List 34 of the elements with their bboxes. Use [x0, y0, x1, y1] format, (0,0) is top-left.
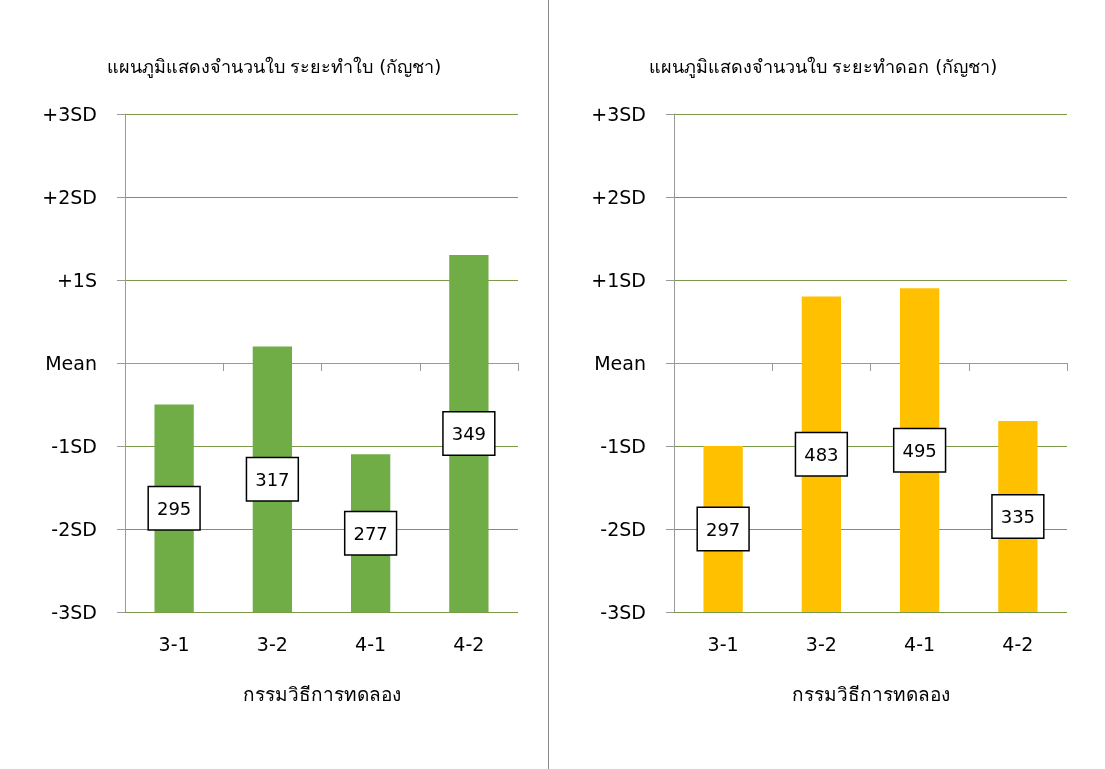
x-axis-title: กรรมวิธีการทดลอง: [791, 682, 950, 705]
chart-title: แผนภูมิแสดงจำนวนใบ ระยะทำใบ (กัญชา): [106, 55, 442, 78]
x-tick-label: 3-1: [158, 632, 190, 655]
y-tick-label: -2SD: [51, 518, 97, 540]
y-tick-label: +3SD: [591, 103, 646, 125]
annotation: 295: [156, 497, 192, 519]
annotation: 495: [902, 439, 937, 461]
y-tick-label: +1SD: [591, 269, 646, 291]
x-axis-title: กรรมวิธีการทดลอง: [242, 682, 401, 705]
x-tick-label: 4-1: [904, 632, 936, 655]
y-tick-label: -1SD: [600, 435, 646, 457]
y-tick-label: +2SD: [42, 186, 97, 208]
x-tick-label: 3-1: [707, 632, 739, 655]
x-tick-label: 4-2: [453, 632, 485, 655]
y-tick-label: +2SD: [591, 186, 646, 208]
x-tick-label: 3-2: [256, 632, 288, 655]
x-tick-label: 3-2: [805, 632, 837, 655]
annotation: 317: [255, 468, 290, 490]
annotation: 335: [1000, 506, 1036, 528]
annotation: 277: [353, 522, 388, 544]
x-tick-label: 4-1: [355, 632, 387, 655]
y-tick-label: +3SD: [42, 103, 97, 125]
annotation: 483: [804, 443, 839, 465]
chart-title: แผนภูมิแสดงจำนวนใบ ระยะทำดอก (กัญชา): [648, 55, 998, 78]
y-tick-label: Mean: [594, 352, 646, 374]
y-tick-label: Mean: [45, 352, 97, 374]
annotation: 297: [705, 518, 741, 540]
y-tick-label: +1S: [56, 269, 97, 291]
y-tick-label: -3SD: [51, 601, 97, 623]
annotation: 349: [451, 423, 487, 445]
y-tick-label: -2SD: [600, 518, 646, 540]
y-tick-label: -3SD: [600, 601, 646, 623]
y-tick-label: -1SD: [51, 435, 97, 457]
x-tick-label: 4-2: [1002, 632, 1034, 655]
